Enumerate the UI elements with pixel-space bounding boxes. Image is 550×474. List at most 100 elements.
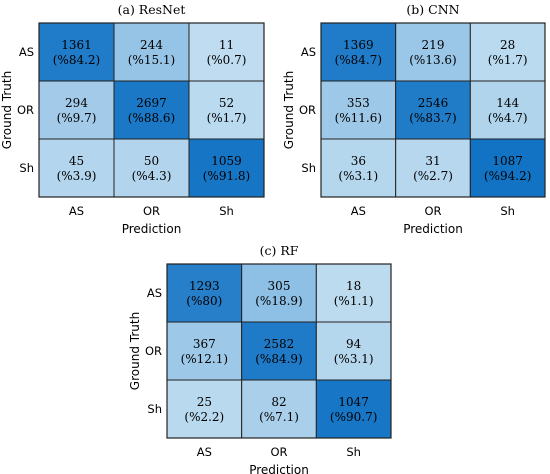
heatmap-cell bbox=[395, 80, 471, 140]
cell-count-label: 31 bbox=[425, 154, 440, 168]
heatmap-cell bbox=[241, 379, 317, 439]
cell-percent-label: (%80) bbox=[186, 294, 222, 308]
heatmap-cell bbox=[38, 80, 115, 140]
chart-title: (b) CNN bbox=[406, 2, 459, 17]
x-tick-label: AS bbox=[351, 204, 366, 218]
cell-percent-label: (%2.7) bbox=[413, 169, 453, 183]
heatmap-cell bbox=[469, 22, 546, 82]
y-tick-label: OR bbox=[145, 344, 162, 358]
y-tick-label: Sh bbox=[147, 402, 162, 416]
confusion-matrix-1: (a) ResNet 1361(%84.2) 244(%15.1) 11(%0.7) 2… bbox=[0, 2, 265, 236]
cell-count-label: 11 bbox=[219, 38, 234, 52]
cell-percent-label: (%3.1) bbox=[334, 352, 374, 366]
chart-title: (a) ResNet bbox=[118, 2, 186, 17]
x-tick-label: OR bbox=[424, 204, 441, 218]
cell-count-label: 45 bbox=[69, 154, 84, 168]
heatmap-cell bbox=[315, 379, 392, 439]
cell-percent-label: (%13.6) bbox=[409, 53, 456, 67]
cell-count-label: 1059 bbox=[211, 154, 242, 168]
cell-percent-label: (%15.1) bbox=[128, 53, 175, 67]
heatmap-cell bbox=[166, 321, 243, 381]
cell-percent-label: (%11.6) bbox=[335, 111, 382, 125]
cell-count-label: 2697 bbox=[136, 96, 167, 110]
cell-percent-label: (%84.2) bbox=[53, 53, 100, 67]
cell-count-label: 2582 bbox=[264, 337, 295, 351]
cell-percent-label: (%83.7) bbox=[409, 111, 456, 125]
cell-percent-label: (%2.2) bbox=[184, 410, 224, 424]
cell-count-label: 1369 bbox=[343, 38, 374, 52]
x-tick-label: Sh bbox=[500, 204, 515, 218]
heatmap-cell bbox=[469, 80, 546, 140]
y-axis-label: Ground Truth bbox=[0, 71, 14, 149]
cell-count-label: 82 bbox=[271, 395, 286, 409]
cell-count-label: 367 bbox=[193, 337, 216, 351]
cell-percent-label: (%1.7) bbox=[207, 111, 247, 125]
cell-percent-label: (%90.7) bbox=[330, 410, 377, 424]
cell-count-label: 94 bbox=[346, 337, 362, 351]
heatmap-cell bbox=[38, 22, 115, 82]
y-tick-label: AS bbox=[19, 45, 34, 59]
heatmap-cell bbox=[315, 321, 392, 381]
matrix-frame bbox=[38, 22, 265, 198]
cell-percent-label: (%0.7) bbox=[207, 53, 247, 67]
cell-percent-label: (%88.6) bbox=[128, 111, 175, 125]
heatmap-cell bbox=[320, 80, 397, 140]
cell-percent-label: (%12.1) bbox=[181, 352, 228, 366]
heatmap-cell bbox=[113, 80, 190, 140]
heatmap-cell bbox=[188, 80, 265, 140]
confusion-matrix-3: (c) RF 1293(%80) 305(%18.9) 18(%1.1) 367(%12… bbox=[128, 243, 392, 474]
heatmap-cell bbox=[113, 22, 190, 82]
x-axis-label: Prediction bbox=[403, 222, 463, 236]
heatmap-cell bbox=[188, 138, 265, 198]
y-tick-label: Sh bbox=[301, 161, 316, 175]
heatmap-cell bbox=[166, 263, 243, 323]
cell-percent-label: (%9.7) bbox=[57, 111, 97, 125]
heatmap-cell bbox=[320, 22, 397, 82]
cell-percent-label: (%7.1) bbox=[259, 410, 299, 424]
heatmap-cell bbox=[315, 263, 392, 323]
cell-percent-label: (%3.9) bbox=[57, 169, 97, 183]
cell-percent-label: (%91.8) bbox=[203, 169, 250, 183]
cell-percent-label: (%84.9) bbox=[255, 352, 302, 366]
y-tick-label: OR bbox=[299, 103, 316, 117]
heatmap-cell bbox=[241, 321, 317, 381]
cell-count-label: 2546 bbox=[418, 96, 449, 110]
heatmap-cell bbox=[241, 263, 317, 323]
y-axis-label: Ground Truth bbox=[282, 71, 296, 149]
cell-percent-label: (%4.7) bbox=[488, 111, 528, 125]
cell-count-label: 219 bbox=[422, 38, 445, 52]
cell-percent-label: (%4.3) bbox=[132, 169, 172, 183]
x-tick-label: OR bbox=[143, 204, 160, 218]
chart-title: (c) RF bbox=[260, 243, 299, 258]
cell-count-label: 1361 bbox=[61, 38, 92, 52]
cell-count-label: 36 bbox=[351, 154, 366, 168]
heatmap-cell bbox=[38, 138, 115, 198]
matrix-frame bbox=[166, 263, 392, 439]
y-tick-label: AS bbox=[147, 286, 162, 300]
cell-count-label: 144 bbox=[496, 96, 519, 110]
heatmap-cell bbox=[113, 138, 190, 198]
confusion-matrix-2: (b) CNN1369(%84.7)219(%13.6)28(%1.7)353(… bbox=[282, 2, 546, 236]
cell-count-label: 305 bbox=[268, 279, 291, 293]
cell-count-label: 1087 bbox=[492, 154, 523, 168]
x-tick-label: OR bbox=[270, 445, 287, 459]
cell-percent-label: (%94.2) bbox=[484, 169, 531, 183]
y-tick-label: OR bbox=[17, 103, 34, 117]
cell-percent-label: (%1.7) bbox=[488, 53, 528, 67]
heatmap-cell bbox=[320, 138, 397, 198]
y-tick-label: AS bbox=[301, 45, 316, 59]
cell-count-label: 353 bbox=[347, 96, 370, 110]
cell-percent-label: (%3.1) bbox=[338, 169, 378, 183]
cell-count-label: 25 bbox=[197, 395, 212, 409]
cell-count-label: 28 bbox=[500, 38, 515, 52]
x-tick-label: Sh bbox=[346, 445, 361, 459]
cell-count-label: 1047 bbox=[338, 395, 369, 409]
cell-percent-label: (%84.7) bbox=[335, 53, 382, 67]
heatmap-cell bbox=[469, 138, 546, 198]
cell-count-label: 244 bbox=[140, 38, 163, 52]
x-axis-label: Prediction bbox=[249, 463, 309, 474]
cell-count-label: 1293 bbox=[189, 279, 220, 293]
y-tick-label: Sh bbox=[19, 161, 34, 175]
x-tick-label: AS bbox=[197, 445, 212, 459]
